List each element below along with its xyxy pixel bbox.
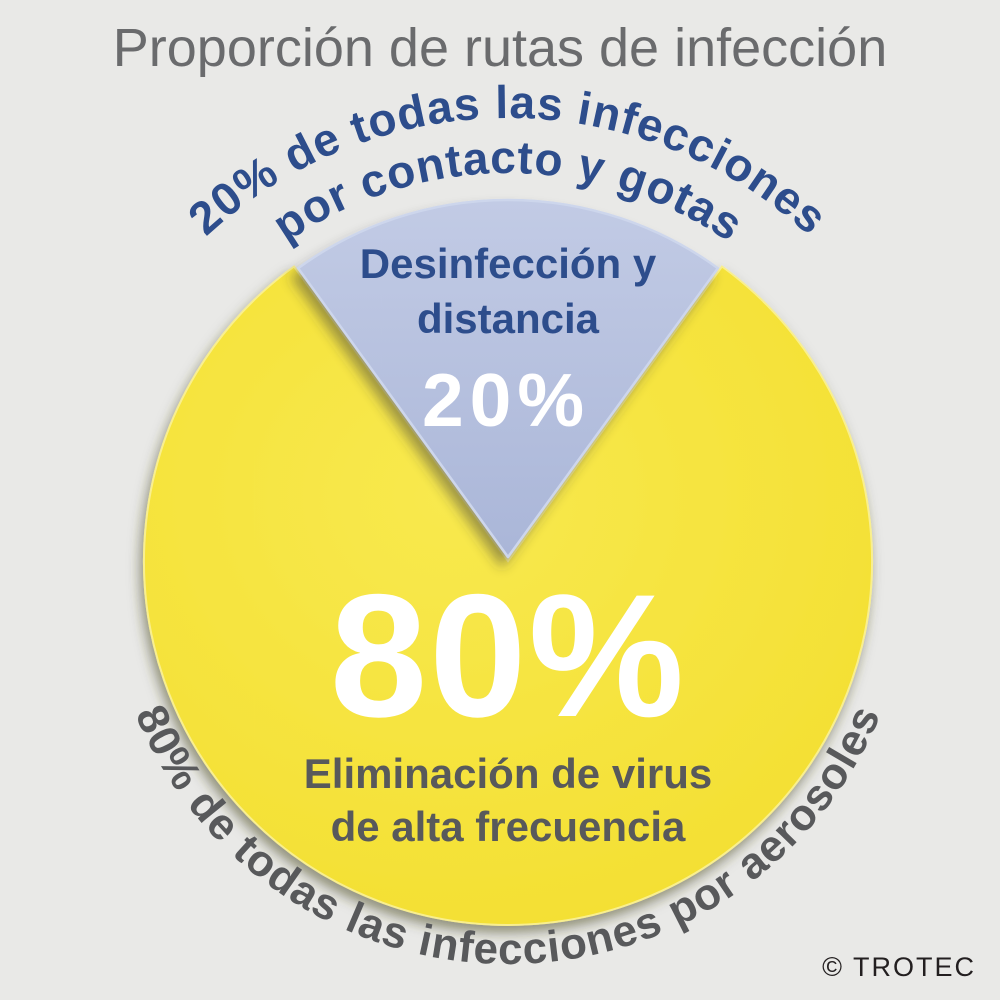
pie-slice-80 xyxy=(143,265,873,926)
wedge-label-line2: distancia xyxy=(417,295,600,342)
wedge-value-label: 20% xyxy=(422,358,590,442)
main-label-line1: Eliminación de virus xyxy=(304,750,712,797)
page-title: Proporción de rutas de infección xyxy=(113,18,887,78)
copyright-label: © TROTEC xyxy=(822,952,976,982)
main-value-label: 80% xyxy=(330,559,686,754)
pie-slice-20 xyxy=(296,198,720,559)
main-label-line2: de alta frecuencia xyxy=(331,803,686,850)
wedge-label-line1: Desinfección y xyxy=(360,240,657,287)
